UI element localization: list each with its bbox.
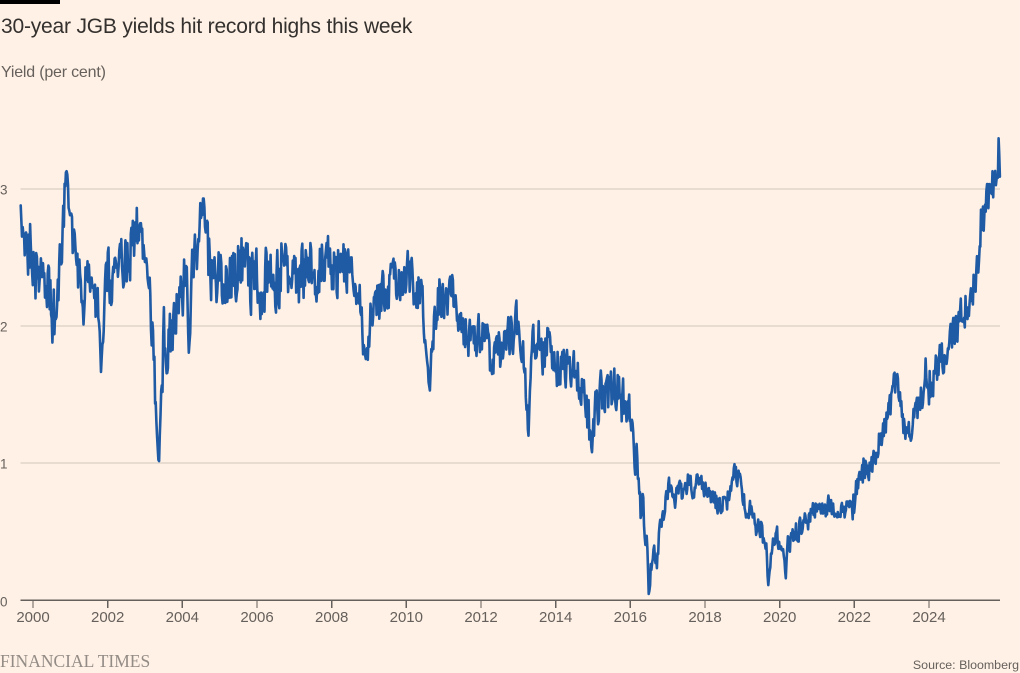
svg-text:2012: 2012	[464, 609, 497, 626]
svg-text:2002: 2002	[91, 609, 124, 626]
svg-text:3: 3	[0, 182, 8, 197]
svg-text:2008: 2008	[315, 609, 348, 626]
svg-text:2016: 2016	[614, 609, 647, 626]
svg-text:2022: 2022	[838, 609, 871, 626]
svg-text:2010: 2010	[390, 609, 423, 626]
svg-text:2024: 2024	[912, 609, 945, 626]
svg-text:0: 0	[0, 594, 8, 609]
svg-text:1: 1	[0, 456, 8, 471]
svg-text:2000: 2000	[16, 609, 49, 626]
svg-text:2020: 2020	[763, 609, 796, 626]
svg-text:2006: 2006	[240, 609, 273, 626]
svg-text:2018: 2018	[688, 609, 721, 626]
svg-text:2014: 2014	[539, 609, 572, 626]
svg-text:2: 2	[0, 319, 8, 334]
svg-text:2004: 2004	[166, 609, 199, 626]
